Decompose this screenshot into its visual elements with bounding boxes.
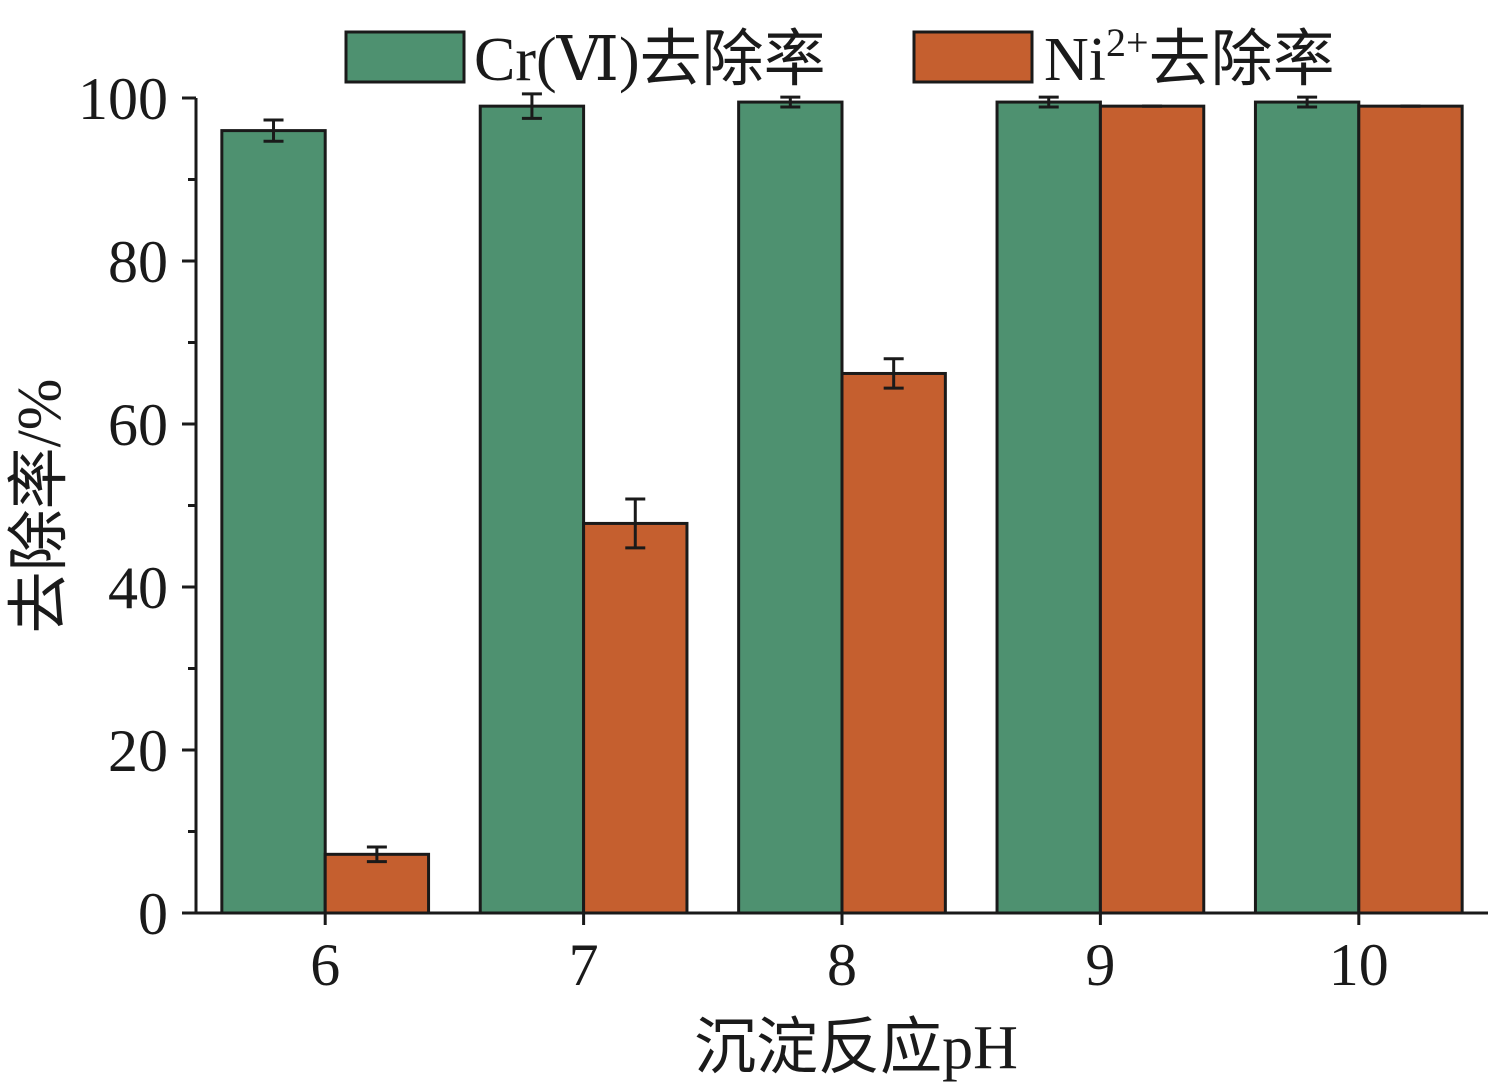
error-bar	[521, 92, 542, 120]
y-axis-label: 去除率/%	[6, 379, 74, 634]
legend: Cr(Ⅵ)去除率 Ni2+去除率	[344, 20, 1335, 94]
bar-ni-ph-10	[1357, 104, 1464, 915]
error-bar	[625, 497, 646, 550]
y-tick-label: 20	[108, 718, 168, 784]
x-tick-label: 7	[569, 932, 599, 998]
y-axis-ticks: 0 20 40 60 80 100	[78, 66, 196, 947]
legend-swatch-ni	[912, 30, 1034, 84]
y-tick-label: 100	[78, 66, 168, 132]
bar-ni-ph-7	[582, 521, 689, 915]
x-tick-label: 8	[827, 932, 857, 998]
legend-swatch-cr	[344, 30, 466, 84]
bar-cr-ph-9	[995, 100, 1102, 915]
x-tick-label: 10	[1329, 932, 1389, 998]
error-bar	[1038, 95, 1059, 109]
bar-cr-ph-7	[478, 104, 586, 915]
bar-cr-ph-10	[1253, 100, 1361, 915]
error-bar	[366, 845, 387, 864]
bar-ni-ph-6	[323, 852, 431, 915]
error-bar	[1297, 95, 1318, 109]
y-tick-label: 40	[108, 555, 168, 621]
legend-label-ni-base: Ni	[1044, 26, 1106, 94]
y-tick-label: 60	[108, 392, 168, 458]
legend-label-ni-rest: 去除率	[1149, 26, 1335, 94]
error-bar	[883, 357, 904, 390]
legend-label-cr: Cr(Ⅵ)去除率	[474, 26, 826, 94]
error-bar	[780, 95, 801, 109]
x-axis-ticks: 6 7 8 9 10	[310, 913, 1389, 998]
bar-cr-ph-6	[220, 129, 327, 915]
x-tick-label: 9	[1085, 932, 1115, 998]
x-axis-label: 沉淀反应pH	[694, 1014, 1018, 1082]
bar-ni-ph-8	[840, 371, 947, 915]
bar-ni-ph-9	[1098, 104, 1206, 915]
x-tick-label: 6	[310, 932, 340, 998]
legend-label-ni-sup: 2+	[1106, 20, 1149, 65]
y-tick-label: 80	[108, 229, 168, 295]
error-bar	[263, 118, 284, 143]
legend-label-ni: Ni2+去除率	[1044, 20, 1335, 94]
bars-layer	[220, 92, 1464, 915]
bar-cr-ph-8	[737, 100, 844, 915]
y-tick-label: 0	[138, 881, 168, 947]
